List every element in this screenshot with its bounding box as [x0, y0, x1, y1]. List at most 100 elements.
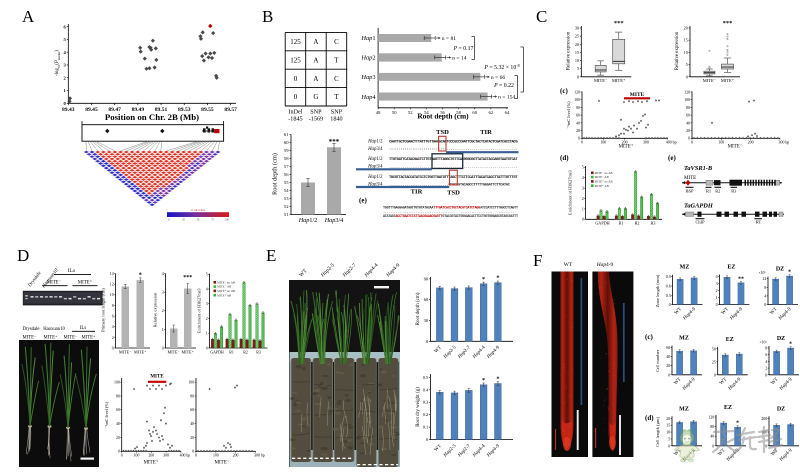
svg-text:55: 55	[284, 180, 289, 185]
svg-text:60: 60	[472, 110, 477, 115]
svg-text:52: 52	[284, 204, 289, 209]
svg-text:TaVSR1-B: TaVSR1-B	[684, 165, 713, 172]
svg-text:Hap1/2: Hap1/2	[367, 157, 383, 162]
svg-text:Hap4-9: Hap4-9	[778, 448, 793, 463]
svg-text::::::::::::::::::::::::::::::.: :::::::::::::::::::::::::::::...........…	[389, 148, 518, 152]
svg-text:MITE⁻: MITE⁻	[594, 78, 608, 83]
svg-text:0: 0	[669, 302, 671, 307]
svg-text:400 bp: 400 bp	[180, 454, 191, 458]
svg-text:8: 8	[112, 304, 114, 308]
svg-text:MITE⁻: MITE⁻	[47, 280, 62, 285]
svg-text:BSP: BSP	[686, 188, 694, 193]
svg-text:Hap4-9: Hap4-9	[729, 307, 744, 322]
svg-text:Enrichment of H3K27me3: Enrichment of H3K27me3	[197, 288, 202, 333]
svg-text:Position on Chr. 2B (Mb): Position on Chr. 2B (Mb)	[105, 112, 199, 122]
svg-text:15: 15	[684, 38, 688, 43]
svg-text:Cell number: Cell number	[655, 349, 660, 372]
svg-text:0: 0	[668, 443, 670, 448]
svg-text:20: 20	[116, 436, 120, 440]
svg-text:0.5: 0.5	[423, 375, 429, 380]
svg-text:R1: R1	[706, 188, 711, 193]
svg-text:A: A	[313, 56, 318, 64]
svg-text:ILs: ILs	[68, 268, 75, 274]
svg-text:0: 0	[765, 372, 767, 377]
svg-text:60: 60	[284, 140, 289, 145]
svg-text:300 bp: 300 bp	[254, 454, 265, 458]
svg-text:200: 200	[148, 454, 154, 458]
svg-text:Hap1/2: Hap1/2	[367, 175, 383, 180]
svg-text:10: 10	[575, 58, 579, 63]
svg-text:0.6: 0.6	[666, 284, 671, 289]
svg-text:MITE⁻: MITE⁻	[703, 78, 717, 83]
svg-text:8: 8	[764, 285, 766, 290]
svg-text:MZ: MZ	[679, 406, 689, 412]
svg-text:0.9: 0.9	[666, 274, 671, 279]
svg-text:60: 60	[190, 408, 194, 412]
svg-text:WT: WT	[721, 307, 730, 316]
svg-text:200: 200	[761, 416, 767, 421]
svg-text:4: 4	[64, 50, 67, 55]
svg-text:89.43: 89.43	[62, 107, 75, 113]
svg-text:RT: RT	[756, 220, 762, 225]
svg-text:2: 2	[112, 336, 114, 340]
svg-text:WT: WT	[770, 377, 779, 386]
svg-text:5: 5	[582, 166, 584, 170]
svg-text:*: *	[482, 276, 485, 283]
svg-text:r² color key: r² color key	[191, 208, 205, 212]
svg-text:(c): (c)	[560, 87, 568, 95]
svg-text:MITE⁺: MITE⁺	[78, 279, 93, 285]
svg-text:0: 0	[426, 339, 429, 344]
svg-text:54: 54	[424, 110, 429, 115]
svg-text:100: 100	[134, 454, 140, 458]
svg-text:0: 0	[581, 141, 583, 145]
svg-text:100: 100	[225, 218, 230, 221]
svg-text:5: 5	[668, 436, 670, 441]
svg-text:40: 40	[116, 422, 120, 426]
svg-text:A: A	[313, 75, 318, 83]
svg-text:Hap2-5: Hap2-5	[319, 262, 336, 279]
svg-text:*: *	[736, 421, 739, 427]
svg-text:MITE⁺ no AB: MITE⁺ no AB	[595, 180, 613, 184]
svg-text:56: 56	[284, 172, 289, 177]
svg-text:4: 4	[764, 293, 766, 298]
svg-text:WT: WT	[564, 262, 573, 268]
svg-text:GAPDH: GAPDH	[210, 351, 224, 355]
svg-text:0: 0	[582, 218, 584, 222]
svg-text:WT: WT	[674, 307, 683, 316]
svg-text:WT: WT	[717, 448, 726, 457]
svg-text:WT: WT	[769, 307, 778, 316]
svg-text:25: 25	[182, 218, 185, 221]
svg-text:51: 51	[284, 212, 289, 217]
svg-text:GTACCGTACTGGGAACACTTCCTGGTGGGA: GTACCGTACTGGGAACACTTCCTGGTGGGAGCGTAGCGAT…	[442, 215, 518, 219]
svg-text:TTTGATCGCCTGCTACGTCATCTAGG: TTTGATCGCCTGCTACGTCATCTAGG	[433, 207, 480, 211]
svg-text:***: ***	[329, 138, 340, 146]
svg-text:15: 15	[575, 50, 579, 55]
svg-text:100: 100	[574, 98, 580, 102]
svg-text:B: B	[262, 7, 273, 26]
svg-text:1: 1	[64, 88, 67, 93]
svg-text:*: *	[788, 270, 791, 276]
svg-text:SNP: SNP	[310, 108, 322, 115]
svg-text:Relative expression: Relative expression	[567, 31, 572, 70]
svg-text:0: 0	[668, 372, 670, 377]
svg-text:Hap4-9: Hap4-9	[682, 307, 697, 322]
svg-text:52: 52	[408, 110, 413, 115]
svg-text:125: 125	[290, 56, 301, 64]
svg-text:Root depth (cm): Root depth (cm)	[272, 153, 279, 195]
svg-text:MITE⁻: MITE⁻	[728, 145, 743, 150]
svg-text:1: 1	[716, 295, 718, 300]
svg-text:*: *	[482, 377, 485, 384]
svg-text:WT: WT	[673, 448, 682, 457]
svg-text:100: 100	[600, 141, 606, 145]
svg-text:12: 12	[110, 283, 114, 287]
svg-text:MITE: MITE	[150, 375, 164, 380]
svg-text:n = 66: n = 66	[491, 75, 506, 81]
svg-text:40: 40	[190, 422, 194, 426]
svg-text:3: 3	[716, 281, 718, 286]
svg-text:*: *	[496, 376, 499, 383]
svg-text:20: 20	[576, 129, 580, 133]
svg-text:40: 40	[576, 121, 580, 125]
svg-text:20: 20	[684, 26, 688, 31]
svg-text:MITE⁺ AB: MITE⁺ AB	[217, 293, 231, 297]
svg-text:125: 125	[290, 38, 301, 46]
